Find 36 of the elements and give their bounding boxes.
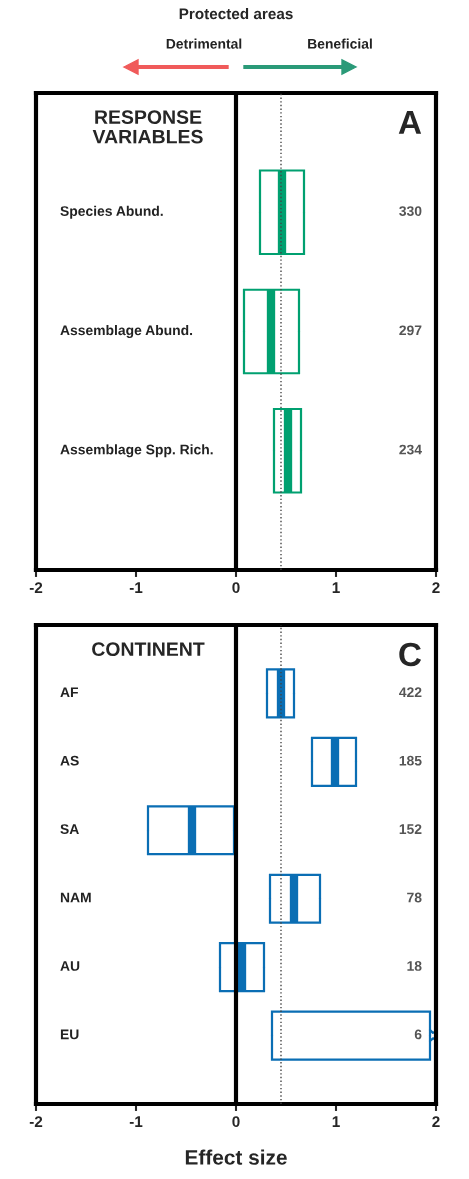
annotation: 234 (399, 444, 422, 455)
x-tick-label: -2 (29, 582, 43, 593)
y-tick-label: Species Abund. (60, 205, 163, 219)
x-tick-label: -2 (29, 1116, 43, 1127)
x-tick-label: 1 (332, 582, 340, 593)
x-tick-label: 1 (332, 1116, 340, 1127)
y-tick-label: Assemblage Abund. (60, 325, 193, 338)
x-axis-title: Effect size (185, 1149, 287, 1165)
y-tick-label: SA (60, 824, 79, 835)
annotation: 422 (399, 687, 422, 698)
y-tick-label: NAM (60, 892, 91, 903)
x-tick-label: 2 (432, 1116, 440, 1127)
text: CONTINENT (92, 642, 205, 657)
annotation: 6 (414, 1029, 422, 1040)
text: RESPONSE VARIABLES (92, 110, 203, 144)
text: Detrimental (166, 38, 242, 49)
y-tick-label: AS (60, 755, 79, 766)
x-tick-label: -1 (129, 1116, 143, 1127)
annotation: 185 (399, 755, 422, 766)
y-tick-label: AU (60, 961, 80, 971)
annotation: C (399, 642, 422, 667)
y-tick-label: EU (60, 1029, 79, 1040)
x-tick-label: 2 (432, 582, 440, 593)
annotation: 78 (407, 892, 422, 903)
annotation: 18 (407, 961, 422, 971)
annotation: 152 (399, 824, 422, 835)
y-tick-label: Assemblage Spp. Rich. (60, 444, 213, 458)
x-tick-label: 0 (232, 1116, 240, 1128)
y-tick-label: AF (60, 687, 79, 698)
text: Beneficial (308, 38, 372, 49)
annotation: 330 (399, 206, 422, 216)
x-tick-label: -1 (129, 582, 143, 593)
x-tick-label: 0 (232, 582, 240, 594)
annotation: A (398, 110, 422, 134)
annotation: 297 (399, 325, 422, 336)
chart-title: Protected areas (179, 8, 293, 20)
